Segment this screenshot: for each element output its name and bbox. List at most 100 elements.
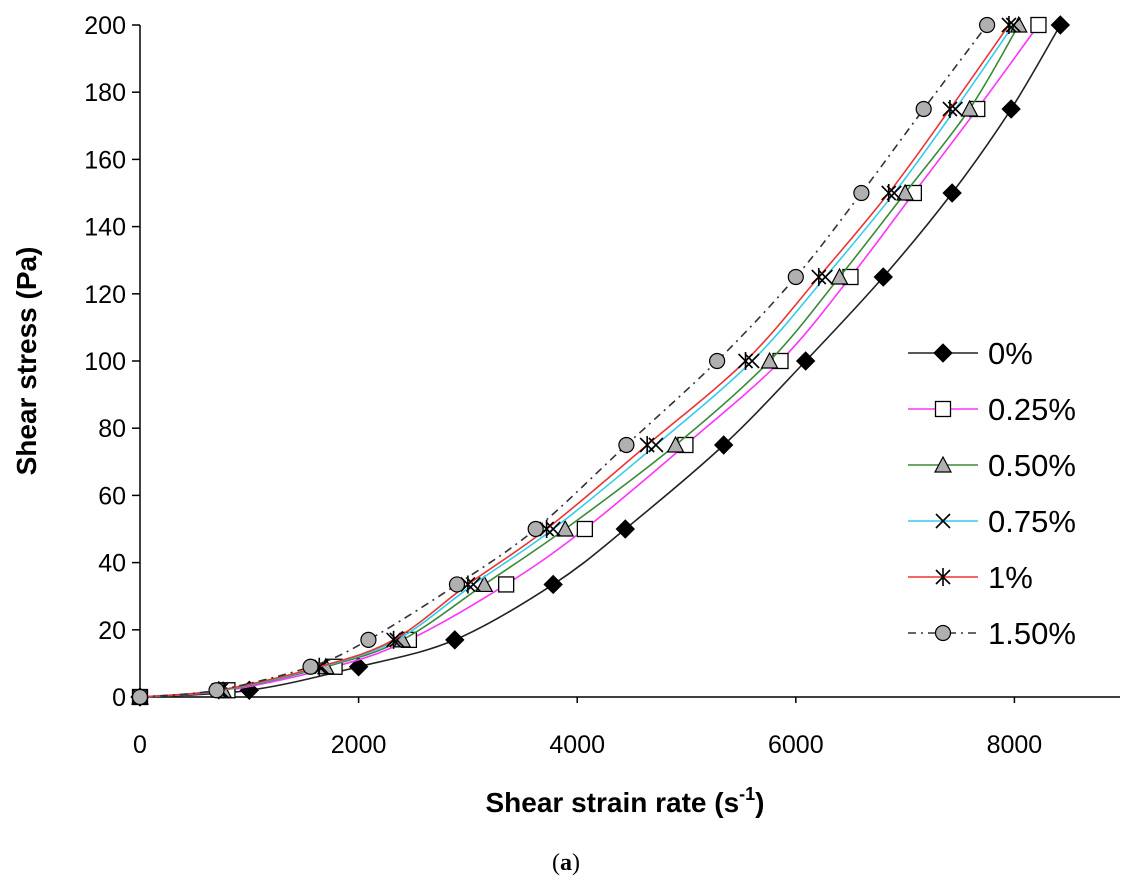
series-line	[139, 24, 988, 698]
series-4	[132, 16, 1017, 706]
x-tick-label: 2000	[331, 731, 387, 759]
series-point	[1001, 16, 1017, 34]
y-tick-label: 60	[98, 482, 126, 510]
series-5	[131, 16, 996, 706]
x-tick-label: 6000	[768, 731, 824, 759]
series-point	[942, 100, 958, 118]
series-point	[615, 519, 636, 539]
x-tick-label: 8000	[987, 731, 1043, 759]
series-point	[896, 183, 915, 201]
y-tick-label: 160	[84, 146, 126, 174]
series-point	[666, 435, 685, 453]
series-line	[139, 24, 1020, 698]
legend-marker	[934, 400, 952, 418]
series-point	[1001, 99, 1021, 119]
legend-label: 1%	[988, 560, 1033, 595]
y-tick-label: 180	[84, 79, 126, 107]
series-layer	[130, 15, 1071, 707]
x-axis-title: Shear strain rate (s-1)	[485, 784, 764, 818]
series-point	[576, 520, 594, 538]
series-point	[1050, 15, 1071, 35]
series-line	[139, 24, 1010, 698]
series-0	[130, 15, 1071, 707]
series-point	[445, 630, 465, 650]
y-tick-label: 80	[98, 415, 126, 443]
series-point	[881, 184, 897, 202]
series-point	[978, 16, 996, 34]
x-ticks: 0 2000 4000 6000 8000	[133, 697, 1042, 759]
legend-item: 0%	[908, 336, 1033, 371]
legend-marker	[934, 455, 952, 473]
y-tick-label: 20	[98, 617, 126, 645]
legend-label: 1.50%	[988, 616, 1076, 651]
y-ticks: 0 20 40 60 80 100 120 140 160 180 200	[84, 12, 140, 712]
series-point	[817, 269, 833, 285]
series-point	[873, 267, 893, 287]
x-axis-title-main: Shear strain rate (s	[485, 787, 739, 818]
series-point	[713, 435, 734, 455]
series-point	[543, 574, 563, 595]
y-tick-label: 100	[84, 348, 126, 376]
series-point	[760, 351, 779, 369]
series-line	[139, 24, 1062, 698]
y-tick-label: 120	[84, 281, 126, 309]
series-point	[830, 267, 849, 285]
axes	[139, 25, 1120, 698]
series-point	[475, 575, 494, 593]
series-point	[618, 436, 635, 454]
series-point	[737, 352, 754, 370]
y-axis-title: Shear stress (Pa)	[11, 247, 42, 476]
legend-marker	[935, 568, 951, 586]
caption-letter: a	[560, 850, 572, 876]
series-point	[853, 184, 870, 202]
legend-label: 0.25%	[988, 392, 1076, 427]
legend-item: 1.50%	[908, 616, 1076, 651]
legend-item: 0.25%	[908, 392, 1076, 427]
series-point	[208, 682, 225, 699]
x-tick-label: 4000	[549, 731, 605, 759]
legend-marker	[935, 513, 951, 529]
legend-label: 0.75%	[988, 504, 1076, 539]
legend-marker	[934, 624, 952, 642]
y-tick-label: 40	[98, 550, 126, 578]
series-point	[302, 658, 319, 675]
y-tick-label: 0	[112, 684, 126, 712]
series-point	[1030, 16, 1047, 34]
series-point	[498, 576, 515, 593]
series-point	[960, 99, 979, 117]
x-axis-title-close: )	[755, 787, 764, 818]
legend-item: 0.75%	[908, 504, 1076, 539]
series-line	[139, 24, 1040, 698]
series-point	[744, 353, 760, 369]
series-point	[709, 352, 726, 370]
series-point	[811, 268, 827, 286]
legend-item: 0.50%	[908, 448, 1076, 483]
series-point	[386, 630, 402, 649]
series-3	[132, 17, 1021, 705]
caption-close: )	[572, 850, 580, 876]
series-2	[131, 15, 1028, 705]
x-tick-label: 0	[133, 731, 147, 759]
series-point	[527, 520, 544, 538]
series-point	[639, 436, 655, 454]
y-tick-label: 140	[84, 214, 126, 242]
caption-open: (	[552, 850, 560, 876]
x-axis-title-superscript: -1	[739, 784, 755, 804]
series-point	[545, 521, 561, 537]
figure-caption: (a)	[552, 850, 580, 876]
series-point	[448, 576, 466, 593]
series-point	[942, 183, 962, 203]
series-1	[131, 16, 1047, 706]
legend-label: 0%	[988, 336, 1033, 371]
series-point	[348, 657, 369, 677]
series-point	[915, 100, 932, 118]
series-point	[795, 351, 816, 371]
series-point	[360, 631, 377, 648]
series-point	[787, 268, 804, 286]
legend: 0% 0.25% 0.50% 0.75% 1% 1.50%	[908, 336, 1076, 651]
legend-label: 0.50%	[988, 448, 1076, 483]
series-point	[131, 688, 149, 706]
series-point	[556, 519, 575, 537]
legend-item: 1%	[908, 560, 1033, 595]
